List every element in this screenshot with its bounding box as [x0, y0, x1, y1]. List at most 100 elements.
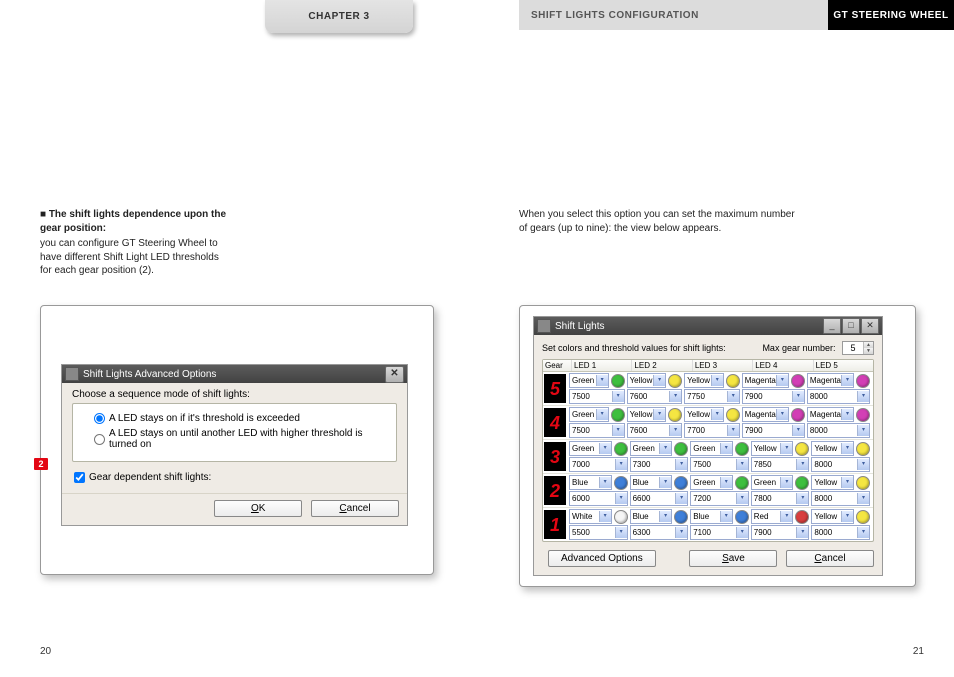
- max-gear-input[interactable]: [843, 342, 863, 354]
- spinner-down[interactable]: ▼: [863, 348, 873, 354]
- color-swatch: [795, 442, 809, 456]
- threshold-input[interactable]: 6300▾: [630, 525, 689, 540]
- color-select[interactable]: Yellow▾: [627, 407, 667, 422]
- threshold-input[interactable]: 8000▾: [807, 423, 870, 438]
- led-cell: Yellow▾8000▾: [810, 509, 871, 540]
- color-select[interactable]: Yellow▾: [811, 509, 854, 524]
- color-select[interactable]: Green▾: [569, 441, 612, 456]
- radio-higher-threshold[interactable]: A LED stays on until another LED with hi…: [94, 428, 390, 450]
- threshold-input[interactable]: 7100▾: [690, 525, 749, 540]
- save-button[interactable]: Save: [689, 550, 777, 567]
- color-select[interactable]: Magenta▾: [807, 373, 854, 388]
- led-cell: White▾5500▾: [568, 509, 629, 540]
- maximize-button[interactable]: □: [842, 318, 860, 334]
- gear-row: 5Green▾7500▾Yellow▾7600▾Yellow▾7750▾Mage…: [543, 372, 873, 406]
- close-button[interactable]: ✕: [861, 318, 879, 334]
- threshold-input[interactable]: 7500▾: [569, 423, 625, 438]
- gear-dependent-checkbox[interactable]: Gear dependent shift lights:: [74, 472, 397, 483]
- color-swatch: [856, 510, 870, 524]
- color-select[interactable]: Magenta▾: [742, 373, 789, 388]
- color-select[interactable]: Yellow▾: [627, 373, 667, 388]
- led-cell: Red▾7900▾: [750, 509, 811, 540]
- threshold-input[interactable]: 7500▾: [690, 457, 749, 472]
- cancel-button[interactable]: Cancel: [786, 550, 874, 567]
- led-cell: Magenta▾8000▾: [806, 407, 871, 438]
- threshold-input[interactable]: 6000▾: [569, 491, 628, 506]
- led-cell: Yellow▾7750▾: [683, 373, 741, 404]
- threshold-input[interactable]: 7900▾: [751, 525, 810, 540]
- color-swatch: [674, 510, 688, 524]
- threshold-input[interactable]: 7900▾: [742, 423, 805, 438]
- threshold-input[interactable]: 7800▾: [751, 491, 810, 506]
- screenshot-frame-1: Shift Lights Advanced Options ✕ Choose a…: [40, 305, 434, 575]
- color-select[interactable]: Green▾: [751, 475, 794, 490]
- color-swatch: [674, 442, 688, 456]
- color-select[interactable]: Blue▾: [630, 509, 673, 524]
- color-select[interactable]: Magenta▾: [742, 407, 789, 422]
- threshold-input[interactable]: 8000▾: [811, 457, 870, 472]
- color-swatch: [735, 442, 749, 456]
- color-select[interactable]: Yellow▾: [811, 475, 854, 490]
- radio1-input[interactable]: [94, 413, 105, 424]
- ok-button[interactable]: OK: [214, 500, 302, 517]
- color-select[interactable]: Green▾: [690, 441, 733, 456]
- threshold-input[interactable]: 7200▾: [690, 491, 749, 506]
- color-select[interactable]: Yellow▾: [684, 407, 724, 422]
- color-select[interactable]: Red▾: [751, 509, 794, 524]
- gear-number: 1: [544, 510, 566, 539]
- cancel-button[interactable]: Cancel: [311, 500, 399, 517]
- threshold-input[interactable]: 7700▾: [684, 423, 740, 438]
- color-select[interactable]: Green▾: [630, 441, 673, 456]
- threshold-input[interactable]: 7850▾: [751, 457, 810, 472]
- close-button[interactable]: ✕: [385, 366, 404, 383]
- dialog-shift-lights: Shift Lights _ □ ✕ Set colors and thresh…: [533, 316, 883, 576]
- color-select[interactable]: Green▾: [569, 407, 609, 422]
- threshold-input[interactable]: 8000▾: [811, 491, 870, 506]
- color-select[interactable]: Magenta▾: [807, 407, 854, 422]
- radio2-label: A LED stays on until another LED with hi…: [109, 428, 390, 450]
- minimize-button[interactable]: _: [823, 318, 841, 334]
- led-cell: Yellow▾8000▾: [810, 441, 871, 472]
- color-select[interactable]: Blue▾: [569, 475, 612, 490]
- color-swatch: [614, 442, 628, 456]
- color-select[interactable]: Yellow▾: [811, 441, 854, 456]
- page-number-left: 20: [40, 646, 51, 657]
- threshold-input[interactable]: 7600▾: [627, 423, 683, 438]
- advanced-options-button[interactable]: Advanced Options: [548, 550, 656, 567]
- max-gear-spinner[interactable]: ▲▼: [842, 341, 874, 355]
- threshold-input[interactable]: 8000▾: [811, 525, 870, 540]
- led-cell: Yellow▾7600▾: [626, 407, 684, 438]
- color-select[interactable]: Yellow▾: [751, 441, 794, 456]
- led-cell: Magenta▾7900▾: [741, 407, 806, 438]
- color-select[interactable]: Yellow▾: [684, 373, 724, 388]
- threshold-input[interactable]: 7300▾: [630, 457, 689, 472]
- radio2-input[interactable]: [94, 434, 105, 445]
- product-tab: GT STEERING WHEEL: [828, 0, 954, 30]
- led-cell: Green▾7200▾: [689, 475, 750, 506]
- gear-row: 4Green▾7500▾Yellow▾7600▾Yellow▾7700▾Mage…: [543, 406, 873, 440]
- threshold-input[interactable]: 5500▾: [569, 525, 628, 540]
- gear-number: 5: [544, 374, 566, 403]
- checkbox-input[interactable]: [74, 472, 85, 483]
- col-header: LED 3: [693, 360, 753, 371]
- led-cell: Yellow▾7600▾: [626, 373, 684, 404]
- color-select[interactable]: Green▾: [569, 373, 609, 388]
- threshold-input[interactable]: 7500▾: [569, 389, 625, 404]
- gear-row: 2Blue▾6000▾Blue▾6600▾Green▾7200▾Green▾78…: [543, 474, 873, 508]
- threshold-input[interactable]: 7750▾: [684, 389, 740, 404]
- threshold-input[interactable]: 7000▾: [569, 457, 628, 472]
- threshold-input[interactable]: 8000▾: [807, 389, 870, 404]
- color-select[interactable]: Green▾: [690, 475, 733, 490]
- color-select[interactable]: Blue▾: [630, 475, 673, 490]
- radio-threshold-exceeded[interactable]: A LED stays on if it's threshold is exce…: [94, 413, 390, 424]
- color-select[interactable]: Blue▾: [690, 509, 733, 524]
- led-cell: Green▾7500▾: [568, 373, 626, 404]
- threshold-input[interactable]: 7600▾: [627, 389, 683, 404]
- led-cell: Blue▾7100▾: [689, 509, 750, 540]
- threshold-input[interactable]: 7900▾: [742, 389, 805, 404]
- col-header: LED 1: [572, 360, 632, 371]
- threshold-input[interactable]: 6600▾: [630, 491, 689, 506]
- led-cell: Blue▾6600▾: [629, 475, 690, 506]
- color-select[interactable]: White▾: [569, 509, 612, 524]
- titlebar: Shift Lights Advanced Options ✕: [62, 365, 407, 383]
